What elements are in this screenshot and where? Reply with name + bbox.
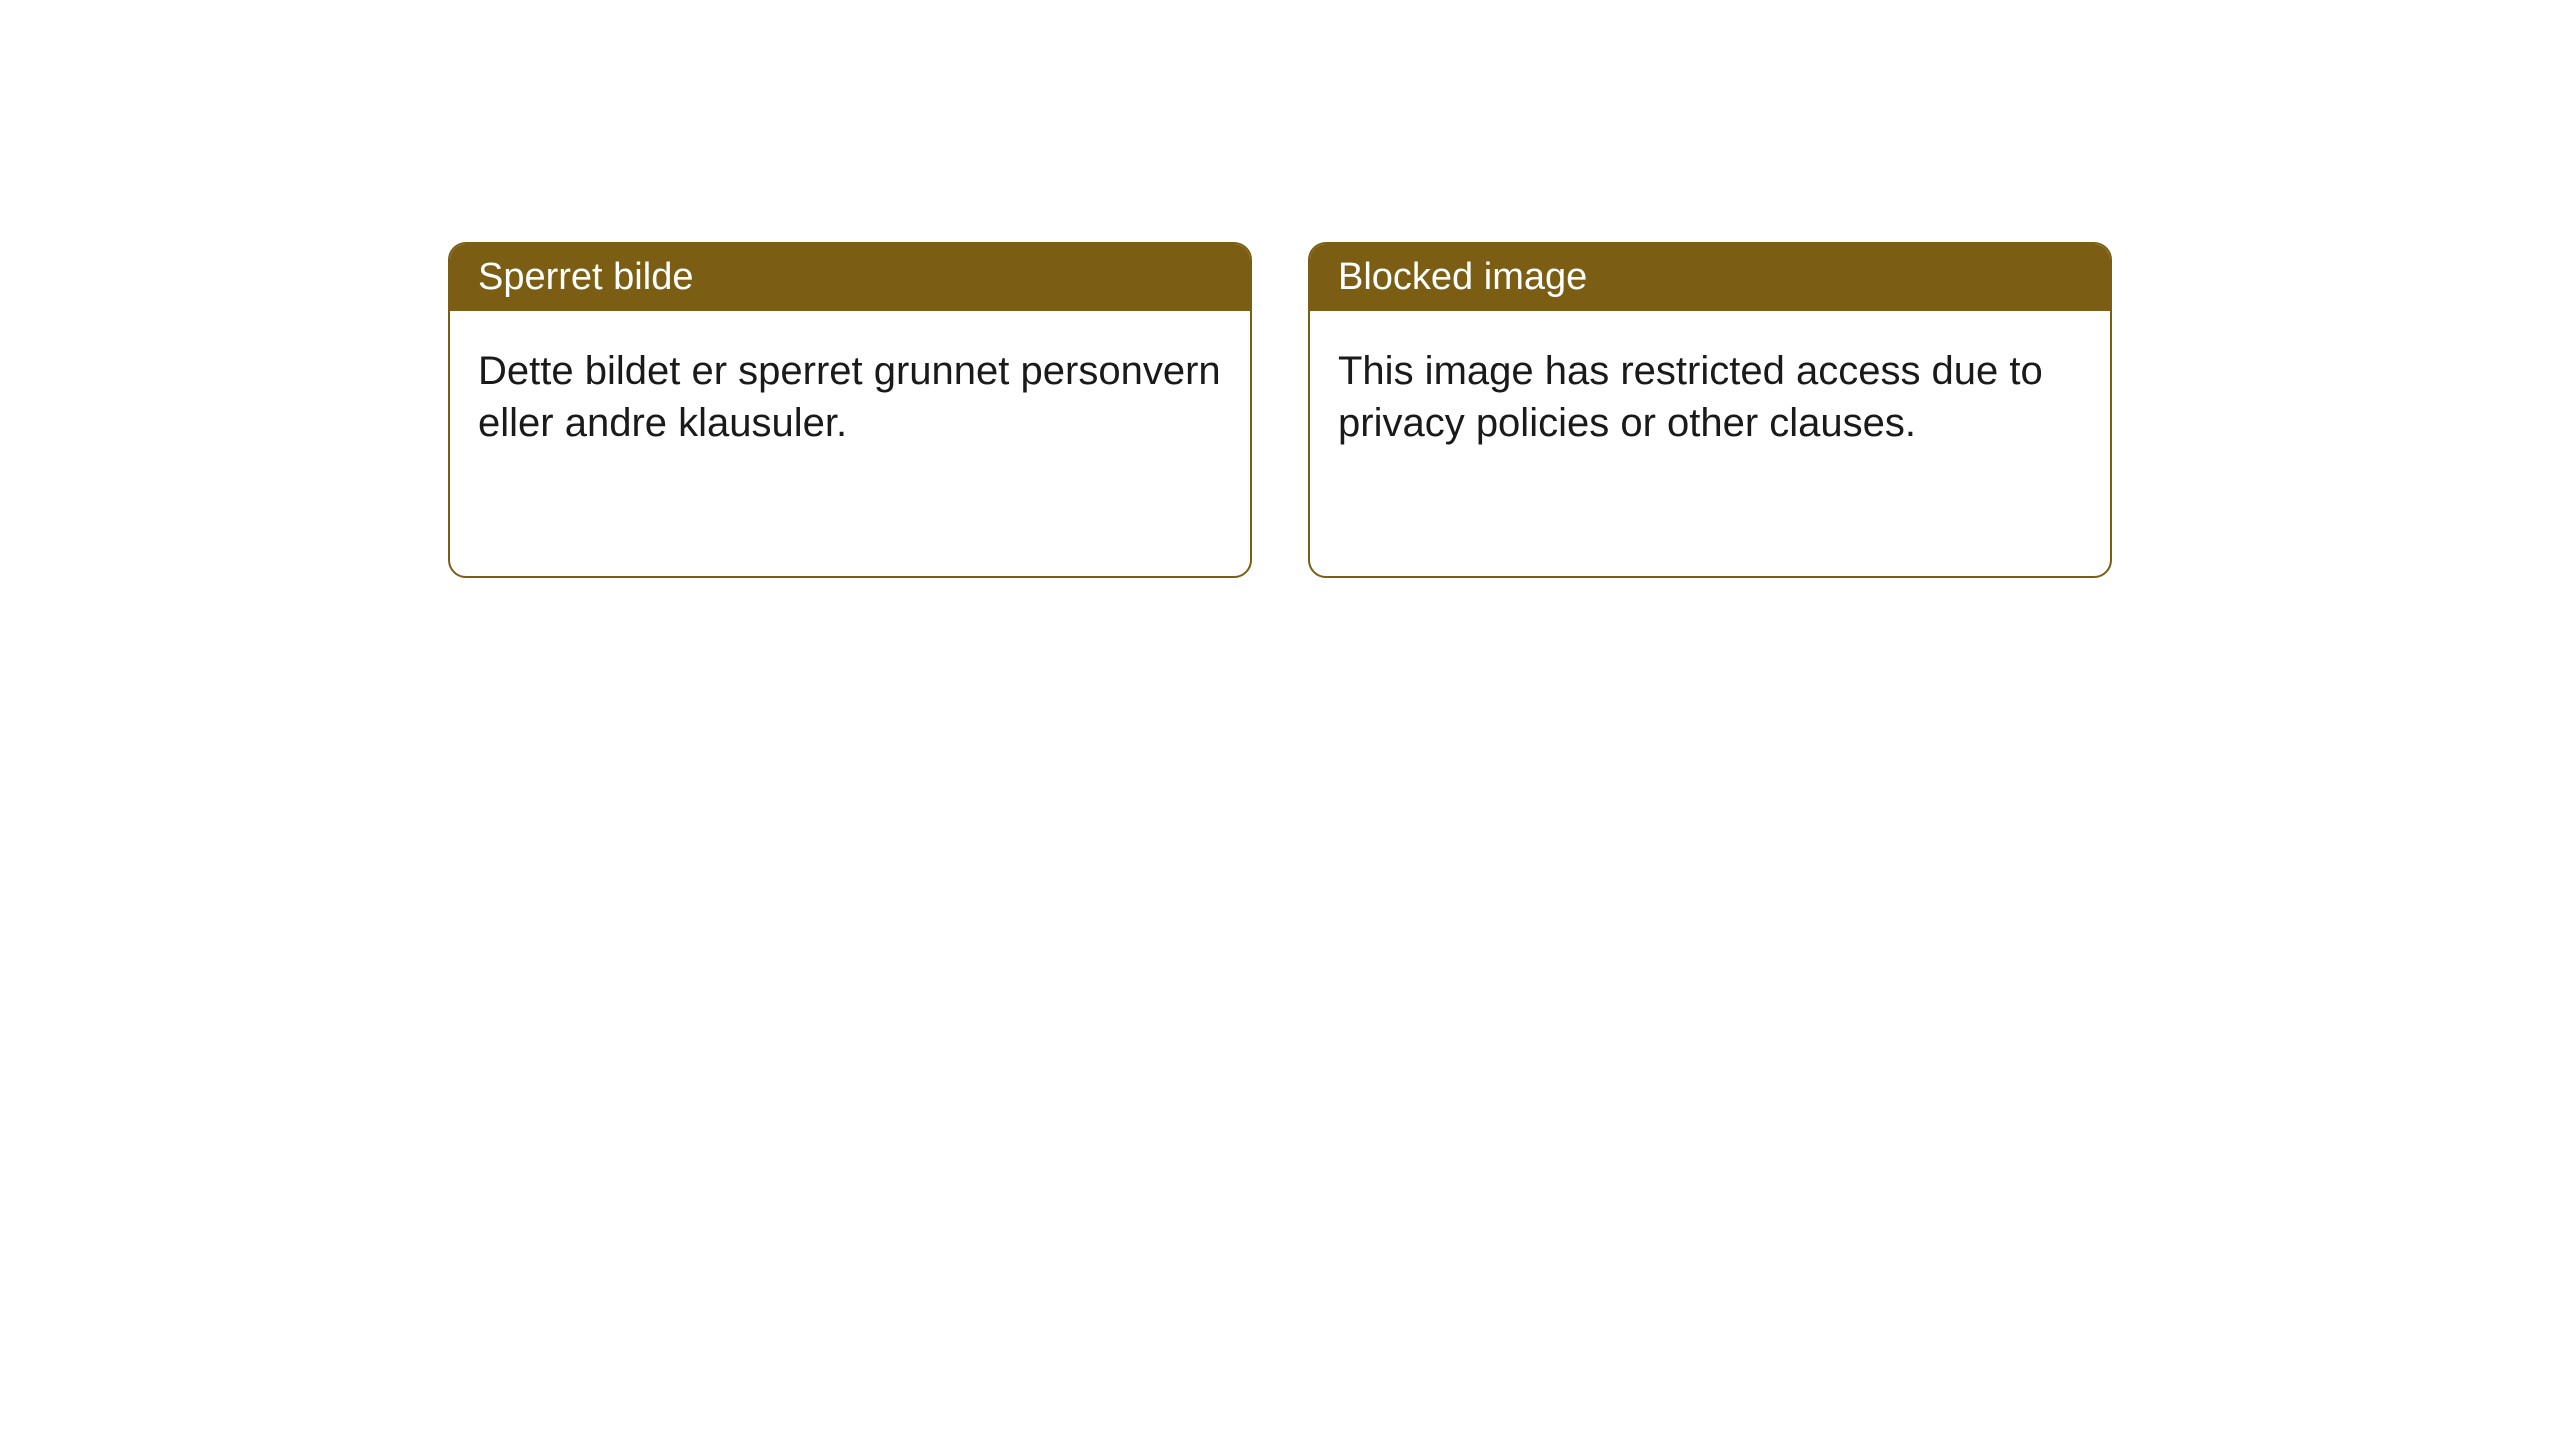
- notice-card-title: Sperret bilde: [450, 244, 1250, 311]
- notice-card-body: This image has restricted access due to …: [1310, 311, 2110, 483]
- notice-card-norwegian: Sperret bilde Dette bildet er sperret gr…: [448, 242, 1252, 578]
- notice-card-english: Blocked image This image has restricted …: [1308, 242, 2112, 578]
- notice-container: Sperret bilde Dette bildet er sperret gr…: [448, 242, 2112, 578]
- notice-card-title: Blocked image: [1310, 244, 2110, 311]
- notice-card-body: Dette bildet er sperret grunnet personve…: [450, 311, 1250, 483]
